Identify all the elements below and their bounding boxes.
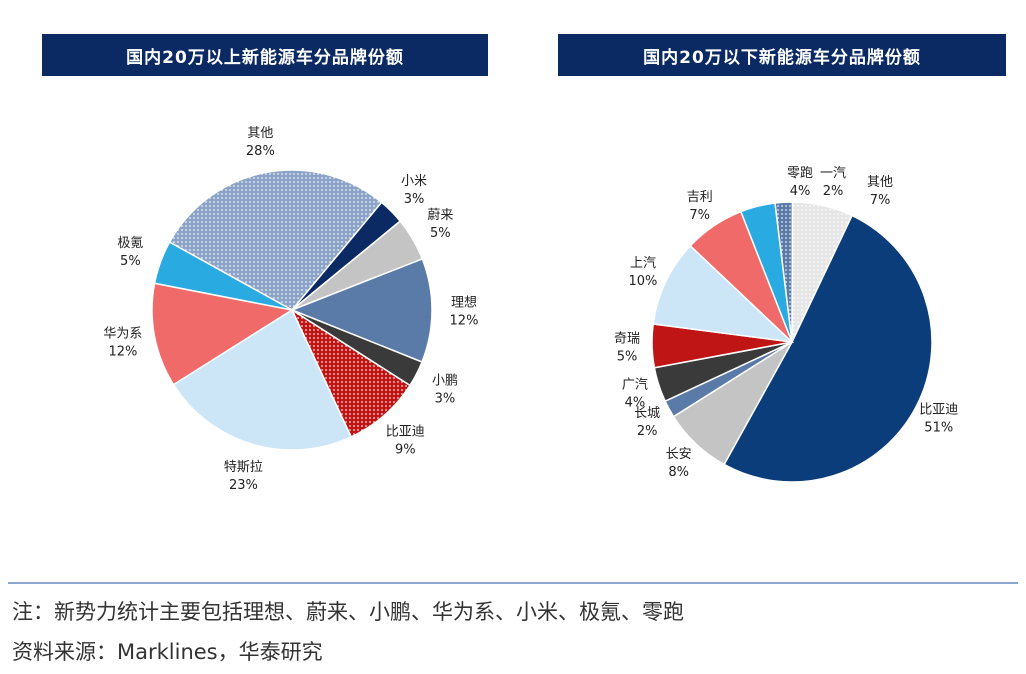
pie-slice-pattern-left-0 [169, 170, 382, 310]
pie-slice-left-7 [151, 282, 295, 386]
pie-slice-pattern-right-1 [792, 202, 853, 342]
slice-label: 小米 [401, 174, 427, 189]
pie-charts: 其他28%小米3%蔚来5%理想12%小鹏3%比亚迪9%特斯拉23%华为系12%极… [103, 126, 958, 493]
slice-label: 比亚迪 [919, 402, 958, 417]
pie-slice-left-6 [172, 308, 353, 451]
pie-slice-pattern-left-5 [292, 310, 410, 437]
slice-value-label: 8% [668, 465, 689, 480]
slice-label: 华为系 [103, 327, 142, 342]
slice-label: 特斯拉 [224, 460, 263, 475]
pie-slice-left-8 [153, 241, 293, 311]
slice-value-label: 4% [790, 184, 811, 199]
slice-value-label: 5% [430, 226, 451, 241]
footnote: 注：新势力统计主要包括理想、蔚来、小鹏、华为系、小米、极氪、零跑 [12, 600, 684, 624]
source-note: 资料来源：Marklines，华泰研究 [12, 640, 323, 664]
pie-slice-left-3 [289, 257, 433, 363]
slice-label: 一汽 [820, 166, 846, 181]
slice-value-label: 5% [617, 350, 638, 365]
slice-value-label: 51% [924, 420, 953, 435]
slice-value-label: 9% [395, 442, 416, 457]
slice-label: 理想 [451, 295, 477, 311]
slice-value-label: 3% [404, 192, 425, 207]
slice-label: 其他 [247, 126, 273, 141]
chart-title-right: 国内20万以下新能源车分品牌份额 [558, 34, 1006, 76]
slice-label: 奇瑞 [614, 331, 640, 347]
slice-label: 比亚迪 [386, 424, 425, 439]
slice-value-label: 2% [823, 184, 844, 199]
slice-value-label: 4% [625, 395, 646, 410]
slice-value-label: 10% [628, 274, 657, 289]
slice-label: 极氪 [117, 235, 143, 251]
slice-label: 长安 [666, 447, 692, 462]
slice-value-label: 7% [870, 193, 891, 208]
slice-label: 吉利 [687, 190, 713, 205]
pie-slice-right-9 [739, 202, 793, 343]
slice-value-label: 7% [689, 208, 710, 223]
slice-value-label: 12% [450, 314, 479, 329]
slice-label: 上汽 [630, 256, 656, 271]
slice-label: 蔚来 [427, 208, 453, 223]
slice-label: 零跑 [787, 166, 813, 181]
slice-value-label: 5% [120, 254, 141, 269]
slice-label: 长城 [634, 406, 660, 421]
slice-label: 其他 [867, 175, 893, 190]
slice-value-label: 12% [108, 345, 137, 360]
slice-label: 广汽 [622, 377, 648, 392]
footer-divider [8, 582, 1018, 584]
pie-left: 其他28%小米3%蔚来5%理想12%小鹏3%比亚迪9%特斯拉23%华为系12%极… [103, 126, 478, 493]
slice-value-label: 23% [229, 478, 258, 493]
pie-slice-right-7 [652, 244, 795, 344]
pie-slice-right-2 [723, 214, 933, 483]
slice-label: 小鹏 [432, 374, 458, 389]
slice-value-label: 2% [637, 424, 658, 439]
chart-title-left: 国内20万以上新能源车分品牌份额 [42, 34, 488, 76]
pie-right: 一汽 2% 其他 7% 比亚迪 51% 长安 8% 长城 2% 广汽 4% 奇瑞 5% 上汽 10% 吉利 7% 零… [614, 166, 958, 483]
slice-value-label: 28% [246, 144, 275, 159]
slice-value-label: 3% [435, 392, 456, 407]
